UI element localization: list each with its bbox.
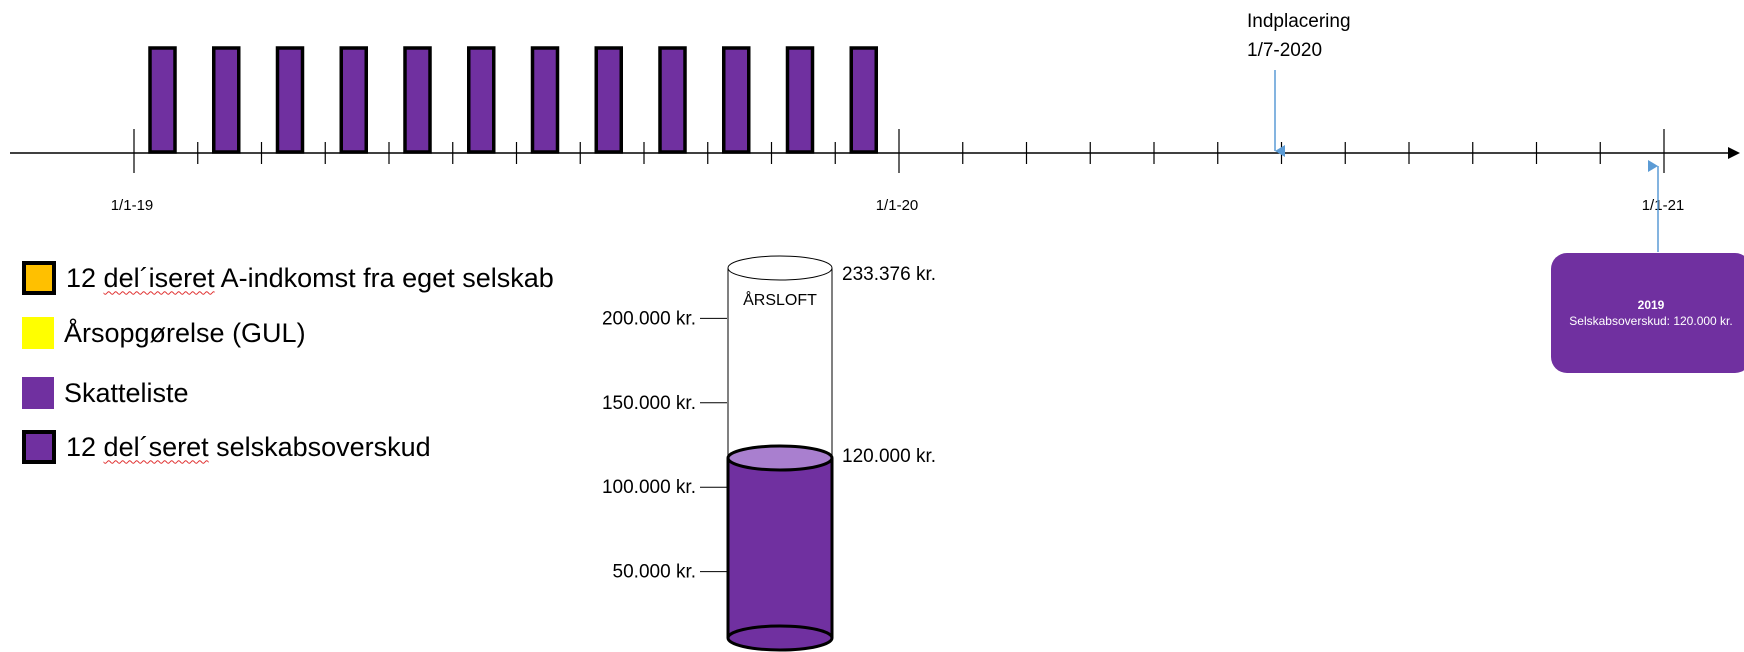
scale-label: 150.000 kr. — [602, 393, 696, 414]
monthly-bar — [849, 46, 878, 154]
legend-swatch-tax-list — [22, 377, 54, 409]
legend-item-annual-statement: Årsopgørelse (GUL) — [22, 317, 306, 349]
cylinder-fill-bottom — [726, 624, 834, 652]
placement-line-1: Indplacering — [1247, 11, 1351, 32]
monthly-bar — [339, 46, 368, 154]
legend-item-tax-list: Skatteliste — [22, 377, 189, 409]
cylinder-fill-top — [726, 444, 834, 472]
legend-label-a-income: 12 del´iseret A-indkomst fra eget selska… — [66, 262, 554, 293]
callout-title: 2019 — [1637, 298, 1665, 312]
cylinder-fill-body — [728, 458, 832, 638]
monthly-bar — [403, 46, 432, 154]
monthly-bar — [594, 46, 623, 154]
surplus-callout: 2019 Selskabsoverskud: 120.000 kr. — [1551, 253, 1744, 373]
monthly-bars — [148, 46, 878, 154]
monthly-bar — [722, 46, 751, 154]
monthly-bar — [148, 46, 177, 154]
monthly-bar — [658, 46, 687, 154]
timeline-ticks — [133, 129, 1665, 173]
placement-annotation: Indplacering 1/7-2020 — [1247, 7, 1351, 65]
legend-item-company-surplus: 12 del´seret selskabsoverskud — [22, 430, 431, 464]
cylinder-top-cap — [727, 255, 833, 281]
tick-label-2019: 1/1-19 — [111, 197, 154, 214]
legend-label-company-surplus: 12 del´seret selskabsoverskud — [66, 431, 431, 462]
legend-swatch-company-surplus — [22, 430, 56, 464]
scale-label: 100.000 kr. — [602, 477, 696, 498]
legend-swatch-annual-statement — [22, 317, 54, 349]
cylinder-scale: 200.000 kr. 150.000 kr. 100.000 kr. 50.000 … — [602, 308, 727, 583]
scale-label: 200.000 kr. — [602, 308, 696, 329]
tick-label-2021: 1/1-21 — [1642, 197, 1685, 214]
monthly-bar — [785, 46, 815, 154]
monthly-bar — [467, 46, 496, 154]
annual-ceiling-cylinder: ÅRSLOFT — [726, 255, 834, 652]
legend-item-a-income: 12 del´iseret A-indkomst fra eget selska… — [22, 261, 554, 295]
monthly-bar — [275, 46, 305, 154]
monthly-bar — [530, 46, 560, 154]
monthly-bar — [212, 46, 241, 154]
legend-label-annual-statement: Årsopgørelse (GUL) — [64, 317, 306, 348]
callout-body: Selskabsoverskud: 120.000 kr. — [1569, 314, 1733, 328]
ceiling-value-label: 233.376 kr. — [842, 264, 936, 285]
legend-swatch-a-income — [22, 261, 56, 295]
cylinder-cap-label: ÅRSLOFT — [743, 290, 817, 309]
tick-label-2020: 1/1-20 — [876, 197, 919, 214]
fill-value-label: 120.000 kr. — [842, 446, 936, 467]
placement-line-2: 1/7-2020 — [1247, 40, 1323, 61]
legend-label-tax-list: Skatteliste — [64, 377, 189, 408]
scale-label: 50.000 kr. — [613, 562, 696, 583]
